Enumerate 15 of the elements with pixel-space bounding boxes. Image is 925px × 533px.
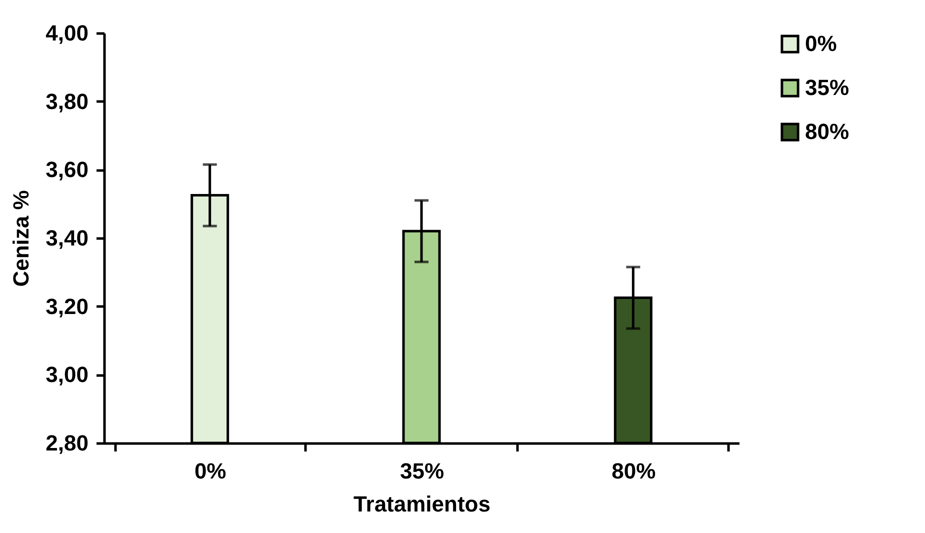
y-tick-label: 3,60 <box>46 157 88 182</box>
x-tick-label: 35% <box>400 458 444 484</box>
legend-label: 35% <box>805 75 850 100</box>
y-tick-label: 4,00 <box>46 20 88 46</box>
y-tick-label: 2,80 <box>46 430 88 456</box>
x-tick-label: 0% <box>194 458 226 484</box>
y-tick-label: 3,00 <box>46 362 88 388</box>
y-axis-title: Ceniza % <box>8 190 34 287</box>
y-tick-label: 3,20 <box>46 294 88 319</box>
legend-label: 0% <box>805 31 837 56</box>
x-axis-title: Tratamientos <box>354 492 490 516</box>
x-tick-label: 80% <box>612 458 656 484</box>
legend-label: 80% <box>805 119 850 144</box>
y-tick-label: 3,80 <box>46 88 88 114</box>
y-tick-label: 3,40 <box>46 226 88 250</box>
